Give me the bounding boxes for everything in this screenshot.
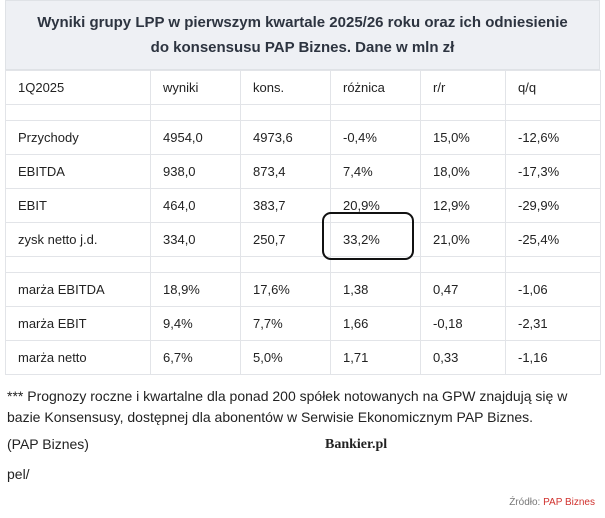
table-cell (5, 256, 151, 273)
signature: pel/ (7, 466, 30, 482)
table-cell: 0,47 (420, 272, 506, 307)
table-cell: 6,7% (150, 340, 241, 375)
table-cell: -29,9% (505, 188, 601, 223)
table-cell: -25,4% (505, 222, 601, 257)
table-cell: 7,4% (330, 154, 421, 189)
table-cell (505, 256, 601, 273)
table-cell (420, 256, 506, 273)
table-cell: -1,16 (505, 340, 601, 375)
table-cell: marża EBIT (5, 306, 151, 341)
table-cell (505, 104, 601, 121)
table-cell: zysk netto j.d. (5, 222, 151, 257)
results-table: 1Q2025 wyniki kons. różnica r/r q/q Przychody 4… (5, 70, 601, 375)
footer-label: Źródło: (509, 497, 541, 508)
table-cell: 4954,0 (150, 120, 241, 155)
table-row: Przychody 4954,0 4973,6 -0,4% 15,0% -12,6% (5, 120, 601, 155)
table-row: EBIT 464,0 383,7 20,9% 12,9% -29,9% (5, 188, 601, 223)
table-cell (330, 104, 421, 121)
table-cell: -17,3% (505, 154, 601, 189)
table-cell: kons. (240, 70, 331, 105)
table-cell (150, 256, 241, 273)
table-cell (240, 256, 331, 273)
table-cell: 18,0% (420, 154, 506, 189)
table-cell: marża netto (5, 340, 151, 375)
spacer-row (5, 104, 601, 121)
table-cell: wyniki (150, 70, 241, 105)
table-cell: 17,6% (240, 272, 331, 307)
table-cell: 7,7% (240, 306, 331, 341)
table-cell: 18,9% (150, 272, 241, 307)
table-row: marża EBITDA 18,9% 17,6% 1,38 0,47 -1,06 (5, 272, 601, 307)
table-cell: 383,7 (240, 188, 331, 223)
logo: Bankier.pl (325, 437, 388, 452)
table-cell: 9,4% (150, 306, 241, 341)
table-cell: różnica (330, 70, 421, 105)
spacer-row (5, 256, 601, 273)
table-row: EBITDA 938,0 873,4 7,4% 18,0% -17,3% (5, 154, 601, 189)
table-cell: 250,7 (240, 222, 331, 257)
table-cell: 1,71 (330, 340, 421, 375)
table-cell: 938,0 (150, 154, 241, 189)
footer: Źródło: PAP Biznes (509, 497, 595, 508)
table-cell: Przychody (5, 120, 151, 155)
table-cell: -0,4% (330, 120, 421, 155)
table-cell: EBITDA (5, 154, 151, 189)
table-cell: 5,0% (240, 340, 331, 375)
table-cell: 1,38 (330, 272, 421, 307)
table-cell: 0,33 (420, 340, 506, 375)
table-cell: q/q (505, 70, 601, 105)
table-cell (5, 104, 151, 121)
table-cell (240, 104, 331, 121)
table-cell: r/r (420, 70, 506, 105)
table-cell (420, 104, 506, 121)
table-cell: 464,0 (150, 188, 241, 223)
table-cell: 4973,6 (240, 120, 331, 155)
table-cell: 1,66 (330, 306, 421, 341)
table-row: zysk netto j.d. 334,0 250,7 33,2% 21,0% -25,4… (5, 222, 601, 257)
table-cell: -2,31 (505, 306, 601, 341)
table-cell: 15,0% (420, 120, 506, 155)
table-cell: marża EBITDA (5, 272, 151, 307)
table-cell: 1Q2025 (5, 70, 151, 105)
table-cell: 873,4 (240, 154, 331, 189)
source-agency: (PAP Biznes) (7, 436, 89, 452)
table-cell: -0,18 (420, 306, 506, 341)
note: *** Prognozy roczne i kwartalne dla pona… (7, 388, 568, 425)
footer-source: PAP Biznes (543, 497, 595, 508)
table-cell: 21,0% (420, 222, 506, 257)
table-row: 1Q2025 wyniki kons. różnica r/r q/q (5, 70, 601, 105)
table-title: Wyniki grupy LPP w pierwszym kwartale 20… (5, 0, 600, 70)
table-row: marża netto 6,7% 5,0% 1,71 0,33 -1,16 (5, 340, 601, 375)
table-cell: -12,6% (505, 120, 601, 155)
table-row: marża EBIT 9,4% 7,7% 1,66 -0,18 -2,31 (5, 306, 601, 341)
table-cell (150, 104, 241, 121)
table-cell: EBIT (5, 188, 151, 223)
table-cell: 334,0 (150, 222, 241, 257)
table-cell: 12,9% (420, 188, 506, 223)
highlight-box (322, 212, 414, 260)
table-cell: -1,06 (505, 272, 601, 307)
